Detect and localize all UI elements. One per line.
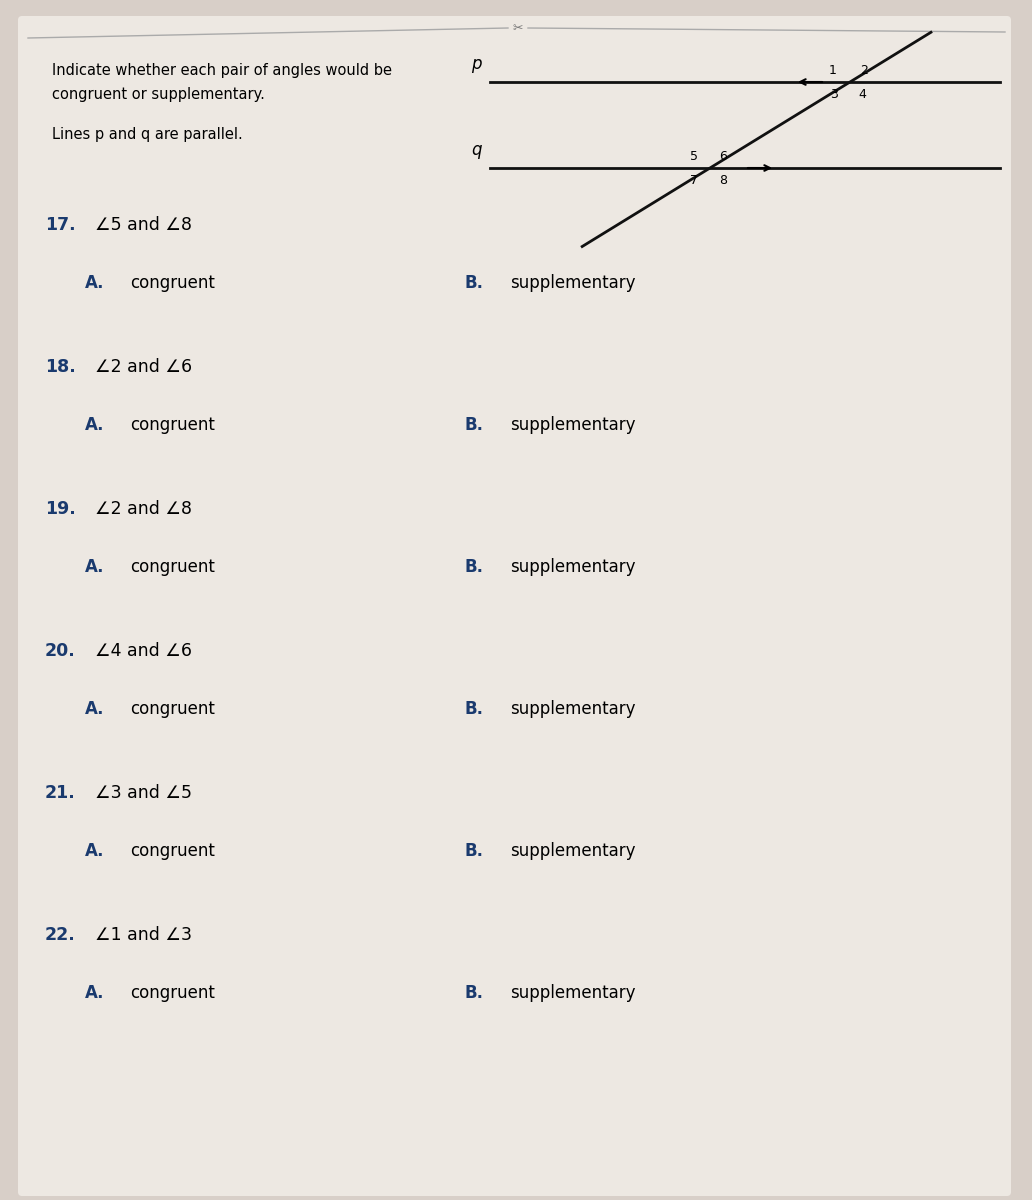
Text: 17.: 17. (45, 216, 75, 234)
Text: supplementary: supplementary (510, 558, 636, 576)
Text: 3: 3 (830, 89, 838, 101)
Text: supplementary: supplementary (510, 984, 636, 1002)
Text: 5: 5 (690, 150, 698, 163)
Text: 4: 4 (859, 89, 867, 101)
Text: ∠3 and ∠5: ∠3 and ∠5 (95, 784, 192, 802)
Text: ∠2 and ∠8: ∠2 and ∠8 (95, 500, 192, 518)
Text: Indicate whether each pair of angles would be: Indicate whether each pair of angles wou… (52, 62, 392, 78)
Text: 22.: 22. (45, 926, 75, 944)
Text: congruent: congruent (130, 416, 215, 434)
Text: 1: 1 (829, 65, 836, 77)
Text: congruent: congruent (130, 842, 215, 860)
Text: B.: B. (465, 842, 484, 860)
Text: supplementary: supplementary (510, 416, 636, 434)
Text: B.: B. (465, 984, 484, 1002)
Text: B.: B. (465, 274, 484, 292)
Text: A.: A. (85, 984, 104, 1002)
Text: A.: A. (85, 842, 104, 860)
Text: A.: A. (85, 416, 104, 434)
Text: supplementary: supplementary (510, 274, 636, 292)
Text: congruent: congruent (130, 274, 215, 292)
Text: 7: 7 (690, 174, 698, 187)
Text: supplementary: supplementary (510, 842, 636, 860)
Text: congruent: congruent (130, 984, 215, 1002)
Text: B.: B. (465, 700, 484, 718)
Text: q: q (472, 140, 482, 158)
FancyBboxPatch shape (18, 16, 1011, 1196)
Text: ∠5 and ∠8: ∠5 and ∠8 (95, 216, 192, 234)
Text: A.: A. (85, 274, 104, 292)
Text: ∠2 and ∠6: ∠2 and ∠6 (95, 358, 192, 376)
Text: p: p (472, 55, 482, 73)
Text: congruent: congruent (130, 700, 215, 718)
Text: A.: A. (85, 558, 104, 576)
Text: 8: 8 (719, 174, 727, 187)
Text: ✂: ✂ (513, 22, 523, 35)
Text: B.: B. (465, 416, 484, 434)
Text: A.: A. (85, 700, 104, 718)
Text: 21.: 21. (45, 784, 75, 802)
Text: Lines p and q are parallel.: Lines p and q are parallel. (52, 127, 243, 143)
Text: 18.: 18. (45, 358, 75, 376)
Text: 2: 2 (861, 65, 868, 77)
Text: congruent: congruent (130, 558, 215, 576)
Text: 6: 6 (719, 150, 727, 163)
Text: supplementary: supplementary (510, 700, 636, 718)
Text: ∠1 and ∠3: ∠1 and ∠3 (95, 926, 192, 944)
Text: ∠4 and ∠6: ∠4 and ∠6 (95, 642, 192, 660)
Text: 20.: 20. (45, 642, 75, 660)
Text: congruent or supplementary.: congruent or supplementary. (52, 88, 265, 102)
Text: B.: B. (465, 558, 484, 576)
Text: 19.: 19. (45, 500, 75, 518)
